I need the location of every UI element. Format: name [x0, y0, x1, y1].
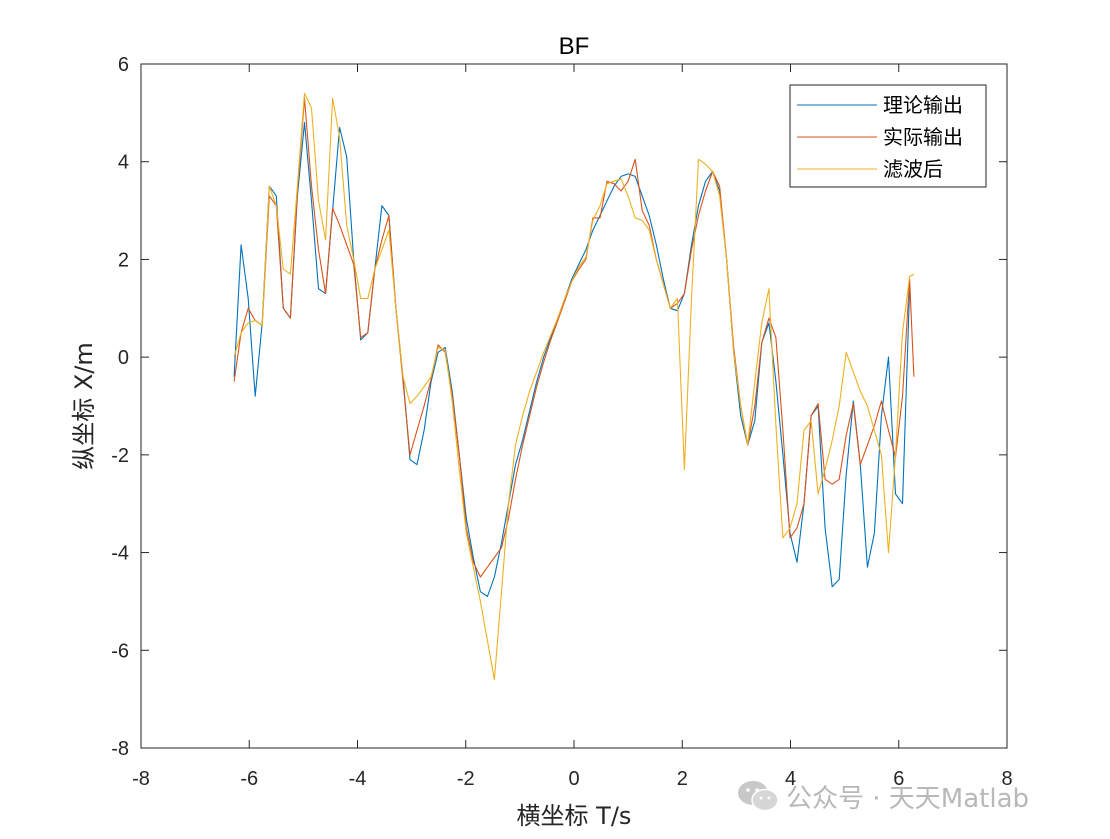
x-tick-label: 4: [785, 768, 796, 790]
axes: [140, 63, 1008, 749]
series-line-1: [233, 122, 911, 598]
x-tick-label: -2: [457, 768, 475, 790]
legend-label-theory: 理论输出: [883, 93, 963, 117]
y-tick-label: 6: [118, 54, 129, 76]
y-tick-label: -2: [111, 445, 129, 467]
y-tick-label: -8: [111, 738, 129, 760]
y-tick-label: 0: [118, 347, 129, 369]
x-tick-label: -6: [240, 768, 258, 790]
x-tick-label: 6: [893, 768, 904, 790]
legend: 理论输出 实际输出 滤波后: [789, 84, 987, 188]
x-tick-label: -8: [132, 768, 150, 790]
tick-labels: -8 -6 -4 -2 0 2 4 6 8 -8 -6 -4 -2 0 2 4 6: [111, 54, 1012, 790]
chart-title: BF: [559, 33, 590, 60]
series-line-3: [233, 92, 915, 681]
y-tick-label: 2: [118, 249, 129, 271]
x-tick-label: -4: [349, 768, 367, 790]
y-tick-label: -6: [111, 640, 129, 662]
wechat-icon: [738, 781, 779, 812]
legend-box: [789, 84, 987, 188]
series-layer: [233, 92, 915, 681]
legend-label-actual: 实际输出: [883, 125, 963, 149]
x-tick-label: 2: [677, 768, 688, 790]
y-tick-label: 4: [118, 152, 129, 174]
x-axis-label: 横坐标 T/s: [517, 802, 632, 830]
y-axis-label: 纵坐标 X/m: [70, 342, 98, 470]
x-tick-label: 0: [568, 768, 579, 790]
watermark-text: 公众号 · 天天Matlab: [786, 783, 1030, 814]
watermark: 公众号 · 天天Matlab: [736, 778, 1029, 814]
x-tick-label: 8: [1001, 768, 1012, 790]
y-tick-label: -4: [111, 543, 129, 565]
legend-label-filtered: 滤波后: [883, 157, 943, 181]
